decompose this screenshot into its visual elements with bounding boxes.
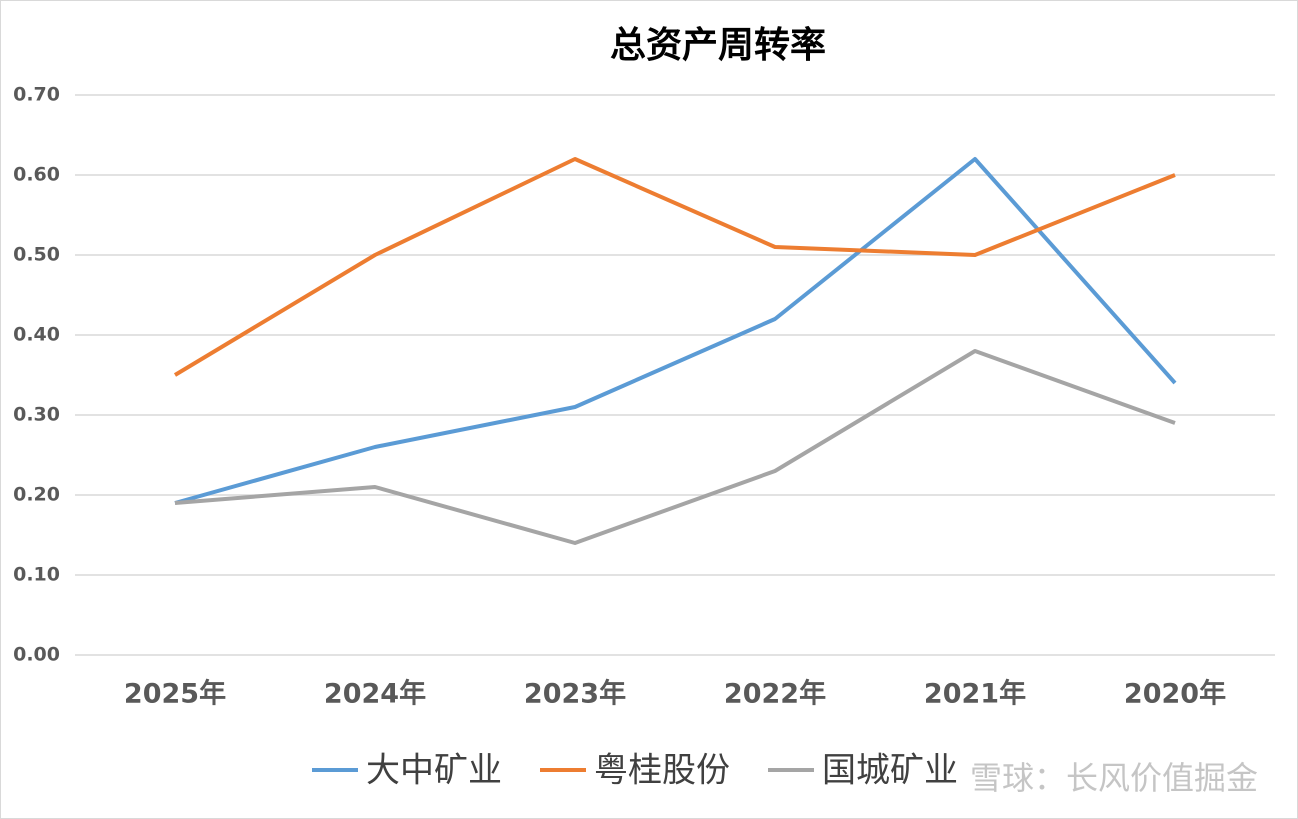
y-tick-label: 0.70 — [13, 84, 60, 106]
y-tick-label: 0.30 — [13, 404, 60, 426]
x-tick-label: 2025年 — [124, 678, 226, 710]
x-tick-label: 2022年 — [724, 678, 826, 710]
series-line — [174, 349, 1176, 545]
y-tick-label: 0.00 — [13, 644, 60, 666]
y-tick-label: 0.10 — [13, 564, 60, 586]
y-tick-label: 0.40 — [13, 324, 60, 346]
x-tick-label: 2021年 — [924, 678, 1026, 710]
chart-title: 总资产周转率 — [610, 25, 826, 66]
series-line — [173, 157, 1176, 377]
x-tick-label: 2023年 — [524, 678, 626, 710]
y-tick-label: 0.60 — [13, 164, 60, 186]
x-tick-label: 2024年 — [324, 678, 426, 710]
watermark: 雪球：长风价值掘金 — [970, 759, 1258, 797]
y-tick-label: 0.50 — [13, 244, 60, 266]
y-tick-label: 0.20 — [13, 484, 60, 506]
series-line — [174, 157, 1177, 505]
legend-label: 国城矿业 — [822, 751, 958, 791]
x-tick-label: 2020年 — [1124, 678, 1226, 710]
legend-label: 大中矿业 — [366, 751, 502, 791]
legend-label: 粤桂股份 — [594, 751, 730, 791]
